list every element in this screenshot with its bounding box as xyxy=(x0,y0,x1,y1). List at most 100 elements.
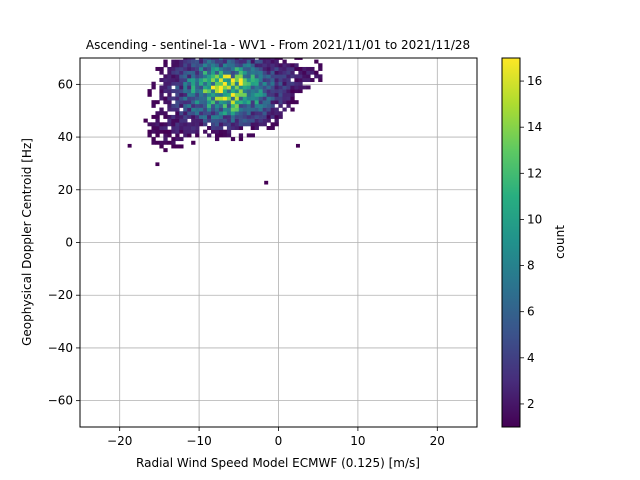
heatmap-cell xyxy=(258,89,263,94)
heatmap-cell xyxy=(218,63,224,68)
heatmap-cell xyxy=(222,92,228,97)
heatmap-cell xyxy=(266,59,271,64)
heatmap-cell xyxy=(183,114,188,119)
heatmap-cell xyxy=(270,111,275,116)
heatmap-cell xyxy=(167,74,172,79)
heatmap-cell xyxy=(266,74,271,79)
heatmap-cell xyxy=(226,81,232,86)
heatmap-cell xyxy=(191,85,196,90)
heatmap-cell xyxy=(318,78,323,83)
heatmap-cell xyxy=(163,63,168,68)
heatmap-cell xyxy=(199,85,204,90)
heatmap-cell xyxy=(282,89,287,94)
heatmap-cell xyxy=(274,85,279,90)
heatmap-cell xyxy=(274,114,279,119)
heatmap-cell xyxy=(274,122,279,127)
heatmap-cell xyxy=(175,126,180,130)
heatmap-cell xyxy=(254,92,259,97)
y-tick-label: −20 xyxy=(48,288,73,302)
heatmap-cell xyxy=(226,122,232,127)
heatmap-cell xyxy=(214,74,220,79)
heatmap-cell xyxy=(214,126,220,130)
heatmap-cell xyxy=(286,92,291,97)
heatmap-cell xyxy=(179,70,184,75)
heatmap-cell xyxy=(151,137,156,142)
heatmap-cell xyxy=(238,58,244,60)
heatmap-cell xyxy=(282,107,287,112)
y-axis-ticks: −60 −40 −20 0 20 40 60 xyxy=(48,77,80,408)
heatmap-cell xyxy=(171,59,176,64)
heatmap-cell xyxy=(278,114,283,119)
heatmap-cell xyxy=(274,92,279,97)
colorbar-ticks: 2 4 6 8 10 12 14 16 xyxy=(520,74,542,411)
heatmap-cell xyxy=(163,137,168,142)
heatmap-cell xyxy=(306,74,311,79)
heatmap-cell xyxy=(191,114,196,119)
heatmap-cell xyxy=(270,114,275,119)
heatmap-cell xyxy=(226,78,232,83)
heatmap-cell xyxy=(238,59,244,64)
colorbar xyxy=(501,57,521,428)
heatmap-cell xyxy=(175,122,180,127)
heatmap-cell xyxy=(270,107,275,112)
x-tick-label: −20 xyxy=(107,434,132,448)
heatmap-cell xyxy=(234,58,240,60)
heatmap-cell xyxy=(171,107,176,112)
heatmap-cell xyxy=(254,96,259,101)
heatmap-cell xyxy=(179,96,184,101)
heatmap-cell xyxy=(266,96,271,101)
heatmap-cell xyxy=(207,63,212,68)
heatmap-cell xyxy=(211,78,216,83)
y-tick-label: 40 xyxy=(58,130,73,144)
heatmap-cell xyxy=(262,74,267,79)
colorbar-tick-label: 2 xyxy=(527,397,535,411)
heatmap-cell xyxy=(222,81,228,86)
heatmap-cell xyxy=(238,63,244,68)
heatmap-cell xyxy=(211,118,216,123)
heatmap-cell xyxy=(246,103,252,108)
heatmap-cell xyxy=(214,78,220,83)
colorbar-tick-label: 12 xyxy=(527,166,542,180)
colorbar-tick-label: 16 xyxy=(527,74,542,88)
heatmap-cell xyxy=(211,114,216,119)
heatmap-cell xyxy=(250,103,255,108)
heatmap-cell xyxy=(258,92,263,97)
heatmap-cell xyxy=(191,107,196,112)
heatmap-cell xyxy=(218,100,224,105)
heatmap-cell xyxy=(155,140,160,145)
heatmap-cell xyxy=(187,89,192,94)
heatmap-cell xyxy=(278,63,283,68)
heatmap-cell xyxy=(242,85,248,90)
heatmap-cell xyxy=(226,85,232,90)
heatmap-cell xyxy=(238,107,244,112)
heatmap-cell xyxy=(254,103,259,108)
heatmap-cell xyxy=(175,92,180,97)
heatmap-cell xyxy=(226,96,232,101)
heatmap-cell xyxy=(191,74,196,79)
heatmap-cell xyxy=(242,74,248,79)
heatmap-cell xyxy=(159,85,164,90)
heatmap-cell xyxy=(171,137,176,142)
heatmap-cell xyxy=(183,111,188,116)
heatmap-cell xyxy=(286,66,291,71)
heatmap-cell xyxy=(250,81,255,86)
heatmap-cell xyxy=(163,126,168,130)
heatmap-cell xyxy=(298,81,303,86)
heatmap-cell xyxy=(167,107,172,112)
heatmap-cell xyxy=(218,85,224,90)
heatmap-cell xyxy=(159,126,164,130)
heatmap-cell xyxy=(246,63,252,68)
heatmap-cell xyxy=(175,85,180,90)
heatmap-cell xyxy=(222,96,228,101)
heatmap-cell xyxy=(167,100,172,105)
heatmap-cell xyxy=(155,114,160,119)
heatmap-cell xyxy=(242,89,248,94)
heatmap-cell xyxy=(218,122,224,127)
heatmap-cell xyxy=(195,100,200,105)
heatmap-cell xyxy=(171,74,176,79)
heatmap-cell xyxy=(254,107,259,112)
heatmap-cell xyxy=(199,59,204,64)
heatmap-cell xyxy=(207,96,212,101)
heatmap-cell xyxy=(274,96,279,101)
heatmap-cell xyxy=(234,122,240,127)
